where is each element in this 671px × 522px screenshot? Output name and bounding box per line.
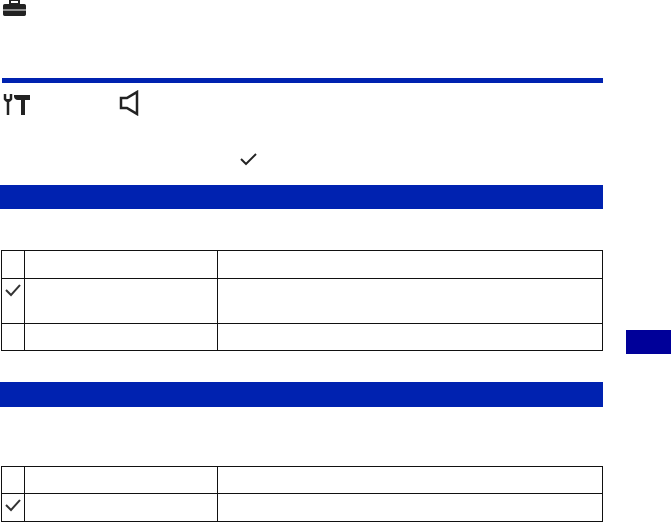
table-row — [1, 250, 603, 279]
header-rule — [2, 78, 603, 83]
check-icon — [5, 499, 21, 512]
speaker-icon — [119, 90, 139, 116]
check-icon — [240, 153, 257, 166]
table-row — [1, 466, 603, 494]
settings-table-1 — [1, 250, 603, 351]
table-row — [1, 323, 603, 351]
side-tab[interactable] — [626, 330, 671, 354]
tools-icon — [3, 94, 30, 115]
table-row — [1, 278, 603, 324]
briefcase-icon — [3, 0, 26, 16]
section-bar-1 — [0, 185, 603, 209]
section-bar-2 — [0, 382, 603, 407]
table-row — [1, 493, 603, 522]
check-icon — [5, 284, 21, 297]
settings-table-2 — [1, 466, 603, 522]
